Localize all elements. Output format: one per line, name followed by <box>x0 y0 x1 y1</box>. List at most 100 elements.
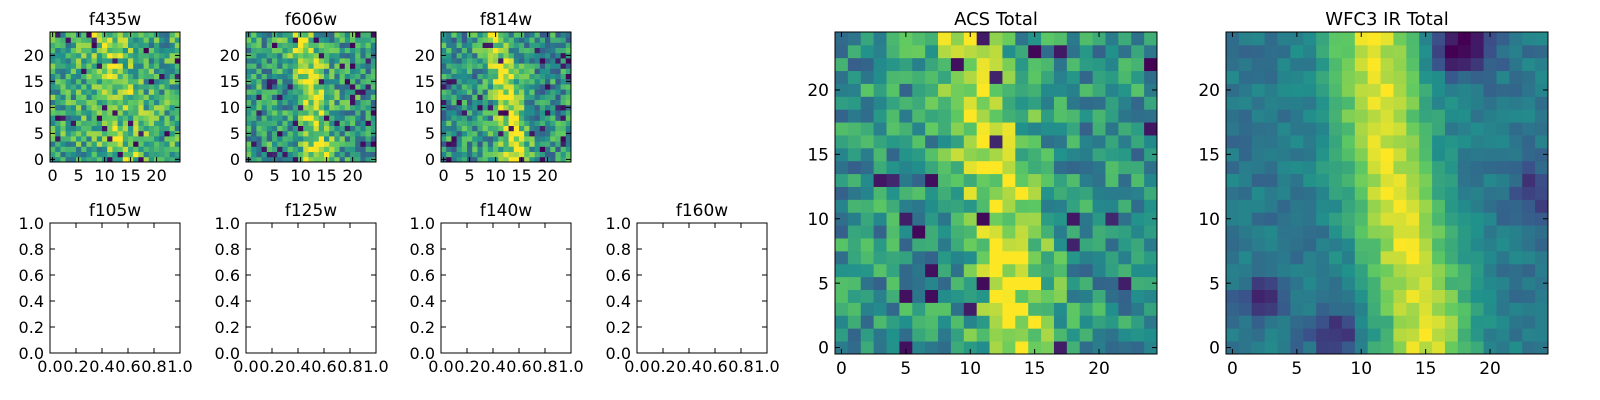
heatmap-cell <box>529 110 535 116</box>
heatmap-cell <box>112 42 118 48</box>
heatmap-cell <box>334 78 340 85</box>
heatmap-cell <box>1028 70 1042 84</box>
heatmap-cell <box>117 99 124 106</box>
heatmap-cell <box>107 146 113 152</box>
heatmap-cell <box>912 199 926 213</box>
heatmap-cell <box>1041 341 1055 355</box>
heatmap-cell <box>441 141 447 147</box>
heatmap-cell <box>1079 341 1093 355</box>
heatmap-cell <box>318 94 325 100</box>
heatmap-cell <box>1303 238 1317 252</box>
heatmap-cell <box>1079 160 1093 175</box>
heatmap-cell <box>1419 315 1433 329</box>
heatmap-cell <box>539 125 546 132</box>
heatmap-cell <box>65 146 72 152</box>
heatmap-cell <box>1079 250 1093 265</box>
heatmap-cell <box>261 156 268 163</box>
heatmap-cell <box>76 78 82 85</box>
heatmap-cell <box>1118 186 1132 200</box>
heatmap-cell <box>266 42 273 48</box>
heatmap-cell <box>1444 289 1459 303</box>
heatmap-cell <box>1380 212 1394 226</box>
heatmap-cell <box>1419 135 1433 149</box>
heatmap-cell <box>1367 225 1381 239</box>
heatmap-cell <box>912 328 926 342</box>
heatmap-cell <box>272 89 278 95</box>
heatmap-cell <box>565 110 572 116</box>
heatmap-cell <box>370 141 377 147</box>
heatmap-cell <box>1238 341 1253 355</box>
heatmap-cell <box>1028 302 1042 316</box>
heatmap-cell <box>148 99 155 106</box>
heatmap-cell <box>1290 199 1304 213</box>
heatmap-cell <box>1393 109 1407 123</box>
y-tick-label: 0.6 <box>19 266 44 285</box>
heatmap-cell <box>1092 328 1106 342</box>
heatmap-cell <box>169 104 176 111</box>
heatmap-cell <box>1496 276 1510 290</box>
heatmap-cell <box>519 42 525 48</box>
heatmap-cell <box>1444 225 1459 239</box>
heatmap-cell <box>256 136 262 142</box>
heatmap-cell <box>446 37 452 43</box>
heatmap-cell <box>102 63 108 69</box>
heatmap-cell <box>529 42 535 48</box>
heatmap-cell <box>1226 289 1240 303</box>
heatmap-cell <box>513 130 520 137</box>
heatmap-cell <box>550 115 556 121</box>
heatmap-cell <box>886 276 900 290</box>
heatmap-cell <box>81 47 87 54</box>
heatmap-cell <box>482 58 489 64</box>
heatmap-cell <box>873 289 887 303</box>
heatmap-cell <box>355 104 361 111</box>
heatmap-cell <box>1341 32 1356 46</box>
heatmap-cell <box>545 151 551 158</box>
heatmap-cell <box>1457 32 1472 46</box>
heatmap-cell <box>360 130 366 137</box>
heatmap-cell <box>1354 57 1369 72</box>
heatmap-cell <box>1457 122 1472 136</box>
heatmap-cell <box>835 96 849 110</box>
heatmap-cell <box>251 52 257 59</box>
heatmap-cell <box>482 146 489 152</box>
heatmap-cell <box>1496 225 1510 239</box>
heatmap-cell <box>1105 341 1119 355</box>
heatmap-cell <box>324 94 330 100</box>
heatmap-cell <box>70 130 77 137</box>
x-tick-label: 0.4 <box>285 357 310 376</box>
heatmap-cell <box>1079 263 1093 278</box>
heatmap-cell <box>976 32 990 46</box>
heatmap-cell <box>1432 289 1446 303</box>
panel-title: f160w <box>676 201 728 221</box>
heatmap-cell <box>91 136 98 142</box>
heatmap-cell <box>529 151 535 158</box>
heatmap-cell <box>461 47 468 54</box>
heatmap-cell <box>107 42 113 48</box>
heatmap-cell <box>498 89 504 95</box>
heatmap-cell <box>1432 276 1446 290</box>
heatmap-cell <box>1053 276 1068 290</box>
heatmap-cell <box>76 84 82 90</box>
heatmap-cell <box>1354 186 1369 200</box>
heatmap-cell <box>81 78 87 85</box>
heatmap-cell <box>344 42 351 48</box>
heatmap-cell <box>1131 238 1145 252</box>
heatmap-cell <box>493 115 499 121</box>
heatmap-cell <box>282 99 288 106</box>
heatmap-cell <box>529 115 535 121</box>
heatmap-cell <box>477 99 483 106</box>
heatmap-cell <box>251 78 257 85</box>
heatmap-cell <box>963 263 978 278</box>
heatmap-cell <box>446 141 452 147</box>
heatmap-cell <box>308 146 314 152</box>
heatmap-cell <box>96 32 103 38</box>
heatmap-cell <box>472 78 478 85</box>
heatmap-cell <box>1432 250 1446 265</box>
heatmap-cell <box>560 73 567 80</box>
heatmap-cell <box>138 58 144 64</box>
heatmap-cell <box>451 47 457 54</box>
heatmap-cell <box>1028 96 1042 110</box>
heatmap-cell <box>303 115 309 121</box>
heatmap-cell <box>96 120 103 126</box>
